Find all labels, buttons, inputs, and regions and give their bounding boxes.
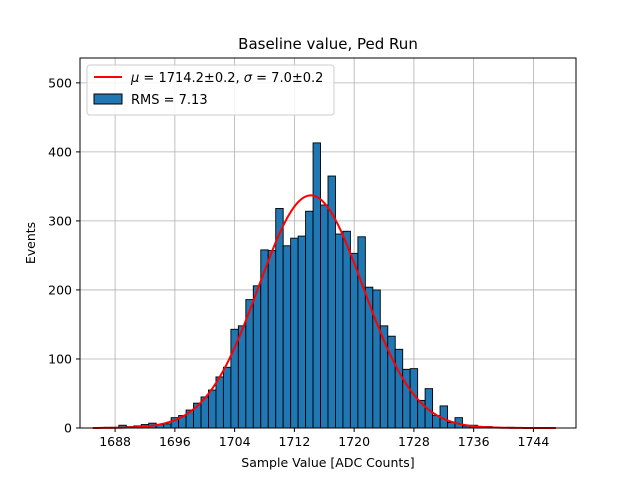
y-tick-label: 0 <box>64 421 72 436</box>
y-tick-label: 200 <box>48 282 72 297</box>
legend-sigma-value: = 7.0±0.2 <box>252 71 323 86</box>
legend-fit-label: μ = 1714.2±0.2, σ = 7.0±0.2 <box>130 71 323 86</box>
legend-histogram-swatch <box>93 93 123 105</box>
x-tick-label: 1728 <box>398 434 430 449</box>
histogram-bar <box>349 252 359 429</box>
histogram-bar <box>290 237 299 429</box>
histogram-bar <box>342 230 351 429</box>
histogram-bar <box>394 348 404 429</box>
histogram-bar <box>372 289 381 429</box>
y-tick-label: 500 <box>48 75 72 90</box>
histogram-bar <box>312 142 321 429</box>
histogram-bar <box>357 236 366 429</box>
y-tick-label: 400 <box>48 144 72 159</box>
histogram-bar <box>402 368 411 429</box>
legend-sigma-symbol: σ <box>244 71 253 86</box>
x-tick-label: 1720 <box>338 434 370 449</box>
histogram-bar <box>215 376 224 429</box>
y-tick-label: 100 <box>48 351 72 366</box>
histogram-bar <box>237 325 247 429</box>
legend: μ = 1714.2±0.2, σ = 7.0±0.2 RMS = 7.13 <box>86 64 335 116</box>
x-tick-label: 1744 <box>518 434 550 449</box>
x-axis-ticks: 1688 1696 1704 1712 1720 1728 1736 1744 <box>99 428 549 449</box>
x-tick-label: 1696 <box>159 434 191 449</box>
legend-mu-symbol: μ <box>130 71 139 86</box>
y-tick-label: 300 <box>48 213 72 228</box>
histogram-bar <box>335 233 344 429</box>
histogram-bar <box>282 245 292 429</box>
legend-histogram-label: RMS = 7.13 <box>131 93 208 108</box>
legend-box <box>86 64 335 116</box>
plot-frame <box>79 57 577 429</box>
histogram-bar <box>208 389 217 429</box>
histogram-bars <box>103 142 516 429</box>
chart-title: Baseline value, Ped Run <box>238 35 418 53</box>
y-axis-label: Events <box>23 222 38 264</box>
x-tick-label: 1688 <box>99 434 131 449</box>
histogram-bar <box>163 423 172 429</box>
legend-mu-value: = 1714.2±0.2, <box>139 71 243 86</box>
y-axis-ticks: 0 100 200 300 400 500 <box>48 75 80 436</box>
x-tick-label: 1704 <box>219 434 251 449</box>
histogram-bar <box>297 235 307 429</box>
x-tick-label: 1712 <box>278 434 310 449</box>
histogram-bar <box>305 210 314 429</box>
gaussian-fit-curve <box>92 194 556 429</box>
histogram-bar <box>320 204 329 429</box>
histogram-bar <box>267 250 277 429</box>
histogram-bar <box>222 366 232 429</box>
histogram-bar <box>230 328 239 429</box>
x-tick-label: 1736 <box>458 434 490 449</box>
histogram-bar <box>252 285 262 429</box>
x-axis-label: Sample Value [ADC Counts] <box>241 455 414 470</box>
